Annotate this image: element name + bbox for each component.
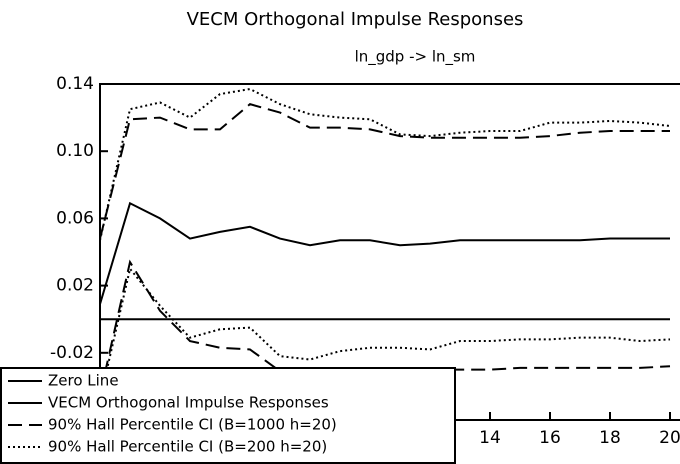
y-tick-label: 0.14	[56, 74, 94, 94]
y-tick-label: -0.02	[50, 343, 94, 363]
legend: Zero Line VECM Orthogonal Impulse Respons…	[0, 367, 456, 464]
chart-subtitle: ln_gdp -> ln_sm	[355, 48, 476, 67]
x-tick-label: 20	[659, 428, 680, 448]
series-line	[100, 266, 671, 401]
legend-label: VECM Orthogonal Impulse Responses	[48, 394, 329, 412]
x-tick-label: 16	[539, 428, 561, 448]
x-tick-label: 14	[479, 428, 501, 448]
legend-label: 90% Hall Percentile CI (B=1000 h=20)	[48, 416, 337, 434]
legend-label: 90% Hall Percentile CI (B=200 h=20)	[48, 438, 327, 456]
plot-area	[100, 87, 671, 401]
series-line	[100, 259, 671, 396]
series-line	[100, 201, 670, 305]
x-tick-label: 18	[599, 428, 621, 448]
legend-box	[0, 367, 456, 464]
legend-label: Zero Line	[48, 372, 119, 390]
y-tick-label: 0.10	[56, 141, 94, 161]
axes: 0.14 0.10 0.06 0.02 -0.02 14 16 18 20	[50, 74, 680, 448]
y-tick-label: 0.02	[56, 276, 94, 296]
series-line	[100, 103, 670, 239]
chart-title: VECM Orthogonal Impulse Responses	[187, 9, 524, 30]
series-line	[100, 87, 671, 241]
y-tick-label: 0.06	[56, 208, 94, 228]
